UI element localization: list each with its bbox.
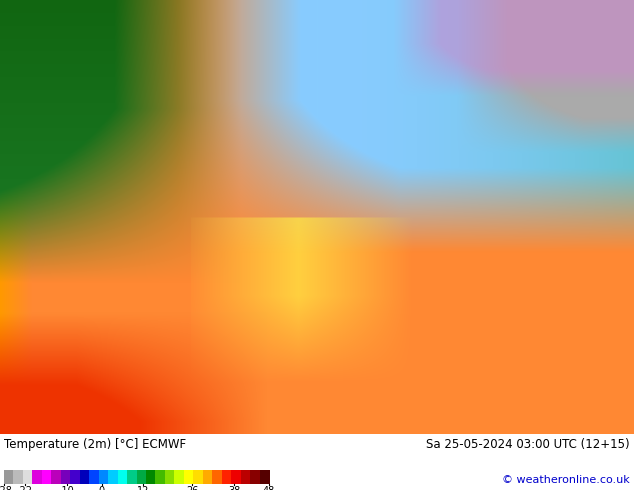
Text: Temperature (2m) [°C] ECMWF: Temperature (2m) [°C] ECMWF	[4, 438, 186, 451]
Bar	[13, 470, 23, 484]
Text: 48: 48	[263, 486, 275, 490]
Bar	[108, 470, 118, 484]
Text: 12: 12	[138, 486, 150, 490]
Bar	[222, 470, 231, 484]
Text: -22: -22	[17, 486, 33, 490]
Bar	[241, 470, 250, 484]
Text: 26: 26	[186, 486, 198, 490]
Bar	[165, 470, 175, 484]
Bar	[136, 470, 146, 484]
Bar	[127, 470, 137, 484]
Text: 38: 38	[228, 486, 240, 490]
Text: -28: -28	[0, 486, 12, 490]
Bar	[203, 470, 213, 484]
Text: -10: -10	[59, 486, 75, 490]
Bar	[42, 470, 52, 484]
Bar	[23, 470, 33, 484]
Bar	[89, 470, 99, 484]
Bar	[174, 470, 184, 484]
Bar	[70, 470, 81, 484]
Bar	[250, 470, 260, 484]
Text: 0: 0	[98, 486, 105, 490]
Bar	[212, 470, 222, 484]
Bar	[231, 470, 241, 484]
Bar	[193, 470, 204, 484]
Bar	[61, 470, 71, 484]
Bar	[80, 470, 89, 484]
Text: © weatheronline.co.uk: © weatheronline.co.uk	[502, 475, 630, 485]
Bar	[259, 470, 269, 484]
Bar	[99, 470, 108, 484]
Bar	[184, 470, 194, 484]
Bar	[146, 470, 156, 484]
Bar	[32, 470, 42, 484]
Bar	[4, 470, 14, 484]
Bar	[155, 470, 165, 484]
Bar	[117, 470, 127, 484]
Text: Sa 25-05-2024 03:00 UTC (12+15): Sa 25-05-2024 03:00 UTC (12+15)	[427, 438, 630, 451]
Bar	[51, 470, 61, 484]
